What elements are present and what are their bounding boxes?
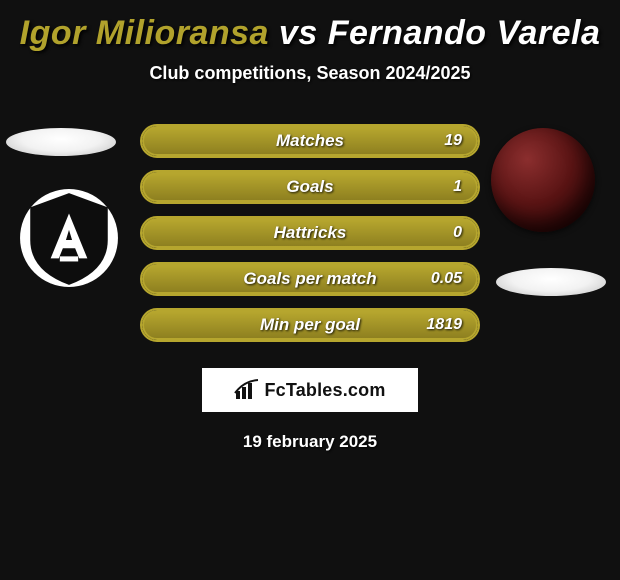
title-player1: Igor Milioransa [20, 14, 269, 52]
stat-bar: Goals per match 0.05 [140, 262, 480, 296]
stat-bar-label-wrap: Hattricks [142, 218, 478, 248]
stat-bar-label: Goals [286, 177, 333, 197]
stat-bar-label-wrap: Matches [142, 126, 478, 156]
title-player2: Fernando Varela [328, 14, 601, 52]
stat-bar-value: 1 [453, 172, 462, 202]
stat-bar: Goals 1 [140, 170, 480, 204]
brand-text: FcTables.com [264, 380, 385, 401]
date-line: 19 february 2025 [0, 432, 620, 452]
stat-bar-label: Matches [276, 131, 344, 151]
stat-bar-label-wrap: Goals per match [142, 264, 478, 294]
stat-bar-label: Goals per match [243, 269, 376, 289]
stat-bar-value: 19 [444, 126, 462, 156]
title-vs: vs [269, 14, 328, 52]
stat-bar-label: Hattricks [274, 223, 347, 243]
right-ellipse-marker [496, 268, 606, 296]
stat-bar: Min per goal 1819 [140, 308, 480, 342]
club-badge-left [18, 187, 120, 289]
stat-bars: Matches 19 Goals 1 Hattricks 0 Goals per… [140, 124, 480, 354]
ball-marker-right [491, 128, 595, 232]
stat-bar-value: 0.05 [431, 264, 462, 294]
club-badge-icon [18, 187, 120, 289]
stat-bar-value: 1819 [426, 310, 462, 340]
stat-bar-value: 0 [453, 218, 462, 248]
left-ellipse-marker [6, 128, 116, 156]
stat-bar-label-wrap: Goals [142, 172, 478, 202]
comparison-panel: Matches 19 Goals 1 Hattricks 0 Goals per… [0, 110, 620, 360]
stat-bar: Hattricks 0 [140, 216, 480, 250]
stat-bar-label: Min per goal [260, 315, 360, 335]
stat-bar: Matches 19 [140, 124, 480, 158]
subtitle: Club competitions, Season 2024/2025 [0, 63, 620, 84]
page-title: Igor Milioransa vs Fernando Varela [0, 0, 620, 53]
brand-box: FcTables.com [202, 368, 418, 412]
bar-chart-icon [234, 379, 260, 401]
